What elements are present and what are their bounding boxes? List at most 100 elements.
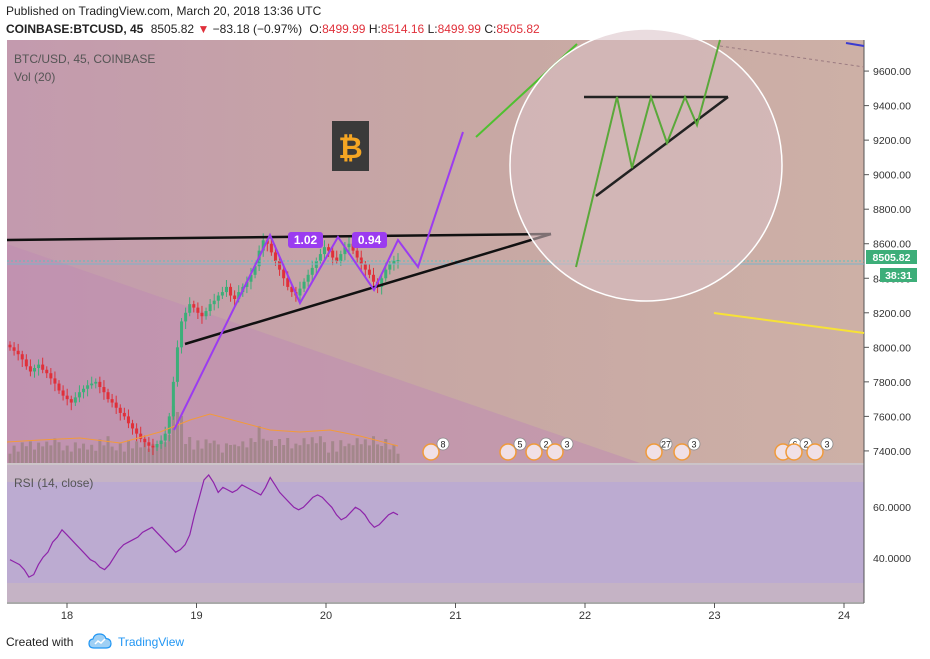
rsi-polyline [9, 474, 399, 578]
candle-body [155, 444, 159, 448]
volume-bar [339, 440, 343, 463]
label-2-text: 0.94 [358, 233, 382, 247]
event-count: 8 [440, 440, 445, 450]
candle-body [212, 300, 216, 305]
candle-body [77, 392, 81, 398]
volume-bar [327, 452, 331, 463]
candle-body [20, 354, 24, 360]
volume-bar [322, 442, 326, 463]
volume-bar [351, 445, 355, 463]
volume-bar [135, 441, 139, 463]
volume-bar [131, 448, 135, 463]
volume-bar [139, 447, 143, 463]
volume-bar [278, 439, 282, 463]
economic-events[interactable]: 8523273623 [422, 437, 834, 461]
volume-bar [45, 441, 49, 463]
label-2-box [352, 232, 387, 248]
chart-header: Published on TradingView.com, March 20, … [0, 0, 930, 40]
event-marker[interactable]: 3 [546, 437, 574, 461]
volume-bar [376, 444, 380, 463]
rsi-line [9, 474, 399, 578]
volume-bar [175, 412, 179, 463]
y-tick-label: 8000.00 [873, 342, 911, 354]
us-flag-icon [422, 443, 440, 461]
volume-bar [367, 445, 371, 463]
illustration-zigzag-path [575, 39, 721, 268]
candle-body [249, 274, 253, 282]
us-flag-icon [525, 443, 543, 461]
event-count: 5 [517, 440, 522, 450]
y-tick-label: 8200.00 [873, 308, 911, 320]
candle-body [371, 274, 375, 282]
candle-body [49, 373, 53, 379]
x-tick-label: 20 [320, 610, 332, 622]
candle-body [86, 385, 90, 389]
volume-bar [363, 439, 367, 463]
label-1-text: 1.02 [294, 233, 318, 247]
volume-bar [114, 450, 118, 463]
volume-bar [273, 446, 277, 463]
candle-body [278, 260, 282, 270]
volume-bar [28, 441, 32, 463]
candle-body [65, 395, 69, 400]
candle-body [224, 286, 228, 293]
candle-body [302, 281, 306, 289]
candle-body [282, 269, 286, 279]
event-marker[interactable]: 3 [806, 437, 834, 461]
event-count: 2 [543, 440, 548, 450]
triangle-resistance-line[interactable] [6, 232, 552, 242]
candle-body [8, 344, 12, 348]
event-marker[interactable]: 8 [422, 437, 450, 461]
volume-bar [384, 439, 388, 463]
volume-bar [396, 453, 400, 463]
volume-bar [65, 445, 69, 463]
y-tick-label: 7800.00 [873, 377, 911, 389]
volume-bar [204, 439, 208, 463]
candle-body [118, 407, 122, 413]
volume-bar [167, 435, 171, 463]
event-marker[interactable]: 27 [645, 437, 673, 461]
volume-bar [159, 440, 163, 463]
candle-body [220, 292, 224, 296]
purple-projection-path[interactable] [173, 131, 464, 431]
volume-bar [188, 437, 192, 463]
volume-bar [171, 406, 175, 463]
close-value: 8505.82 [496, 22, 540, 36]
x-tick-label: 23 [708, 610, 720, 622]
volume-bar [294, 443, 298, 463]
y-tick-label: 7400.00 [873, 446, 911, 458]
y-tick-label: 9000.00 [873, 170, 911, 182]
event-count-badge [820, 437, 834, 451]
candle-body [384, 269, 388, 279]
event-marker[interactable]: 2 [525, 437, 553, 461]
candle-body [327, 247, 331, 251]
candle-body [135, 428, 139, 434]
chart-canvas[interactable]: 9600.00 9400.00 9200.00 9000.00 8800.00 8600.… [0, 0, 930, 624]
event-marker[interactable]: 5 [499, 437, 527, 461]
volume-bar [318, 436, 322, 463]
event-marker[interactable]: 3 [673, 437, 701, 461]
tradingview-link[interactable]: TradingView [118, 635, 185, 649]
y-tick-label: 9200.00 [873, 135, 911, 147]
candle-body [61, 390, 65, 396]
volume-bar [298, 445, 302, 463]
event-marker[interactable]: 2 [785, 437, 813, 461]
volume-bar [253, 442, 257, 463]
price-change: −83.18 (−0.97%) [212, 22, 303, 36]
volume-bar [359, 444, 363, 463]
yellow-trend-line[interactable] [713, 312, 865, 334]
event-count-badge [687, 437, 701, 451]
illustration-support-line [595, 96, 729, 197]
event-count-badge [436, 437, 450, 451]
volume-bar [126, 440, 130, 463]
y-tick-label: 8600.00 [873, 239, 911, 251]
volume-bar [86, 449, 90, 463]
event-count: 3 [564, 440, 569, 450]
volume-bar [347, 443, 351, 463]
candle-body [106, 392, 110, 400]
triangle-support-line[interactable] [184, 232, 552, 346]
volume-bar [229, 445, 233, 463]
close-label: C: [484, 22, 497, 36]
candle-body [359, 257, 363, 265]
open-value: 8499.99 [322, 22, 366, 36]
